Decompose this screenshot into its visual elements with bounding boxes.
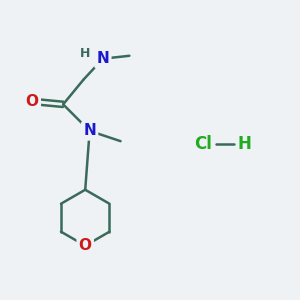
Text: H: H — [237, 135, 251, 153]
Text: N: N — [97, 51, 109, 66]
Text: H: H — [80, 47, 90, 60]
Text: Cl: Cl — [194, 135, 212, 153]
Text: O: O — [26, 94, 39, 109]
Text: N: N — [83, 123, 96, 138]
Text: O: O — [79, 238, 92, 253]
